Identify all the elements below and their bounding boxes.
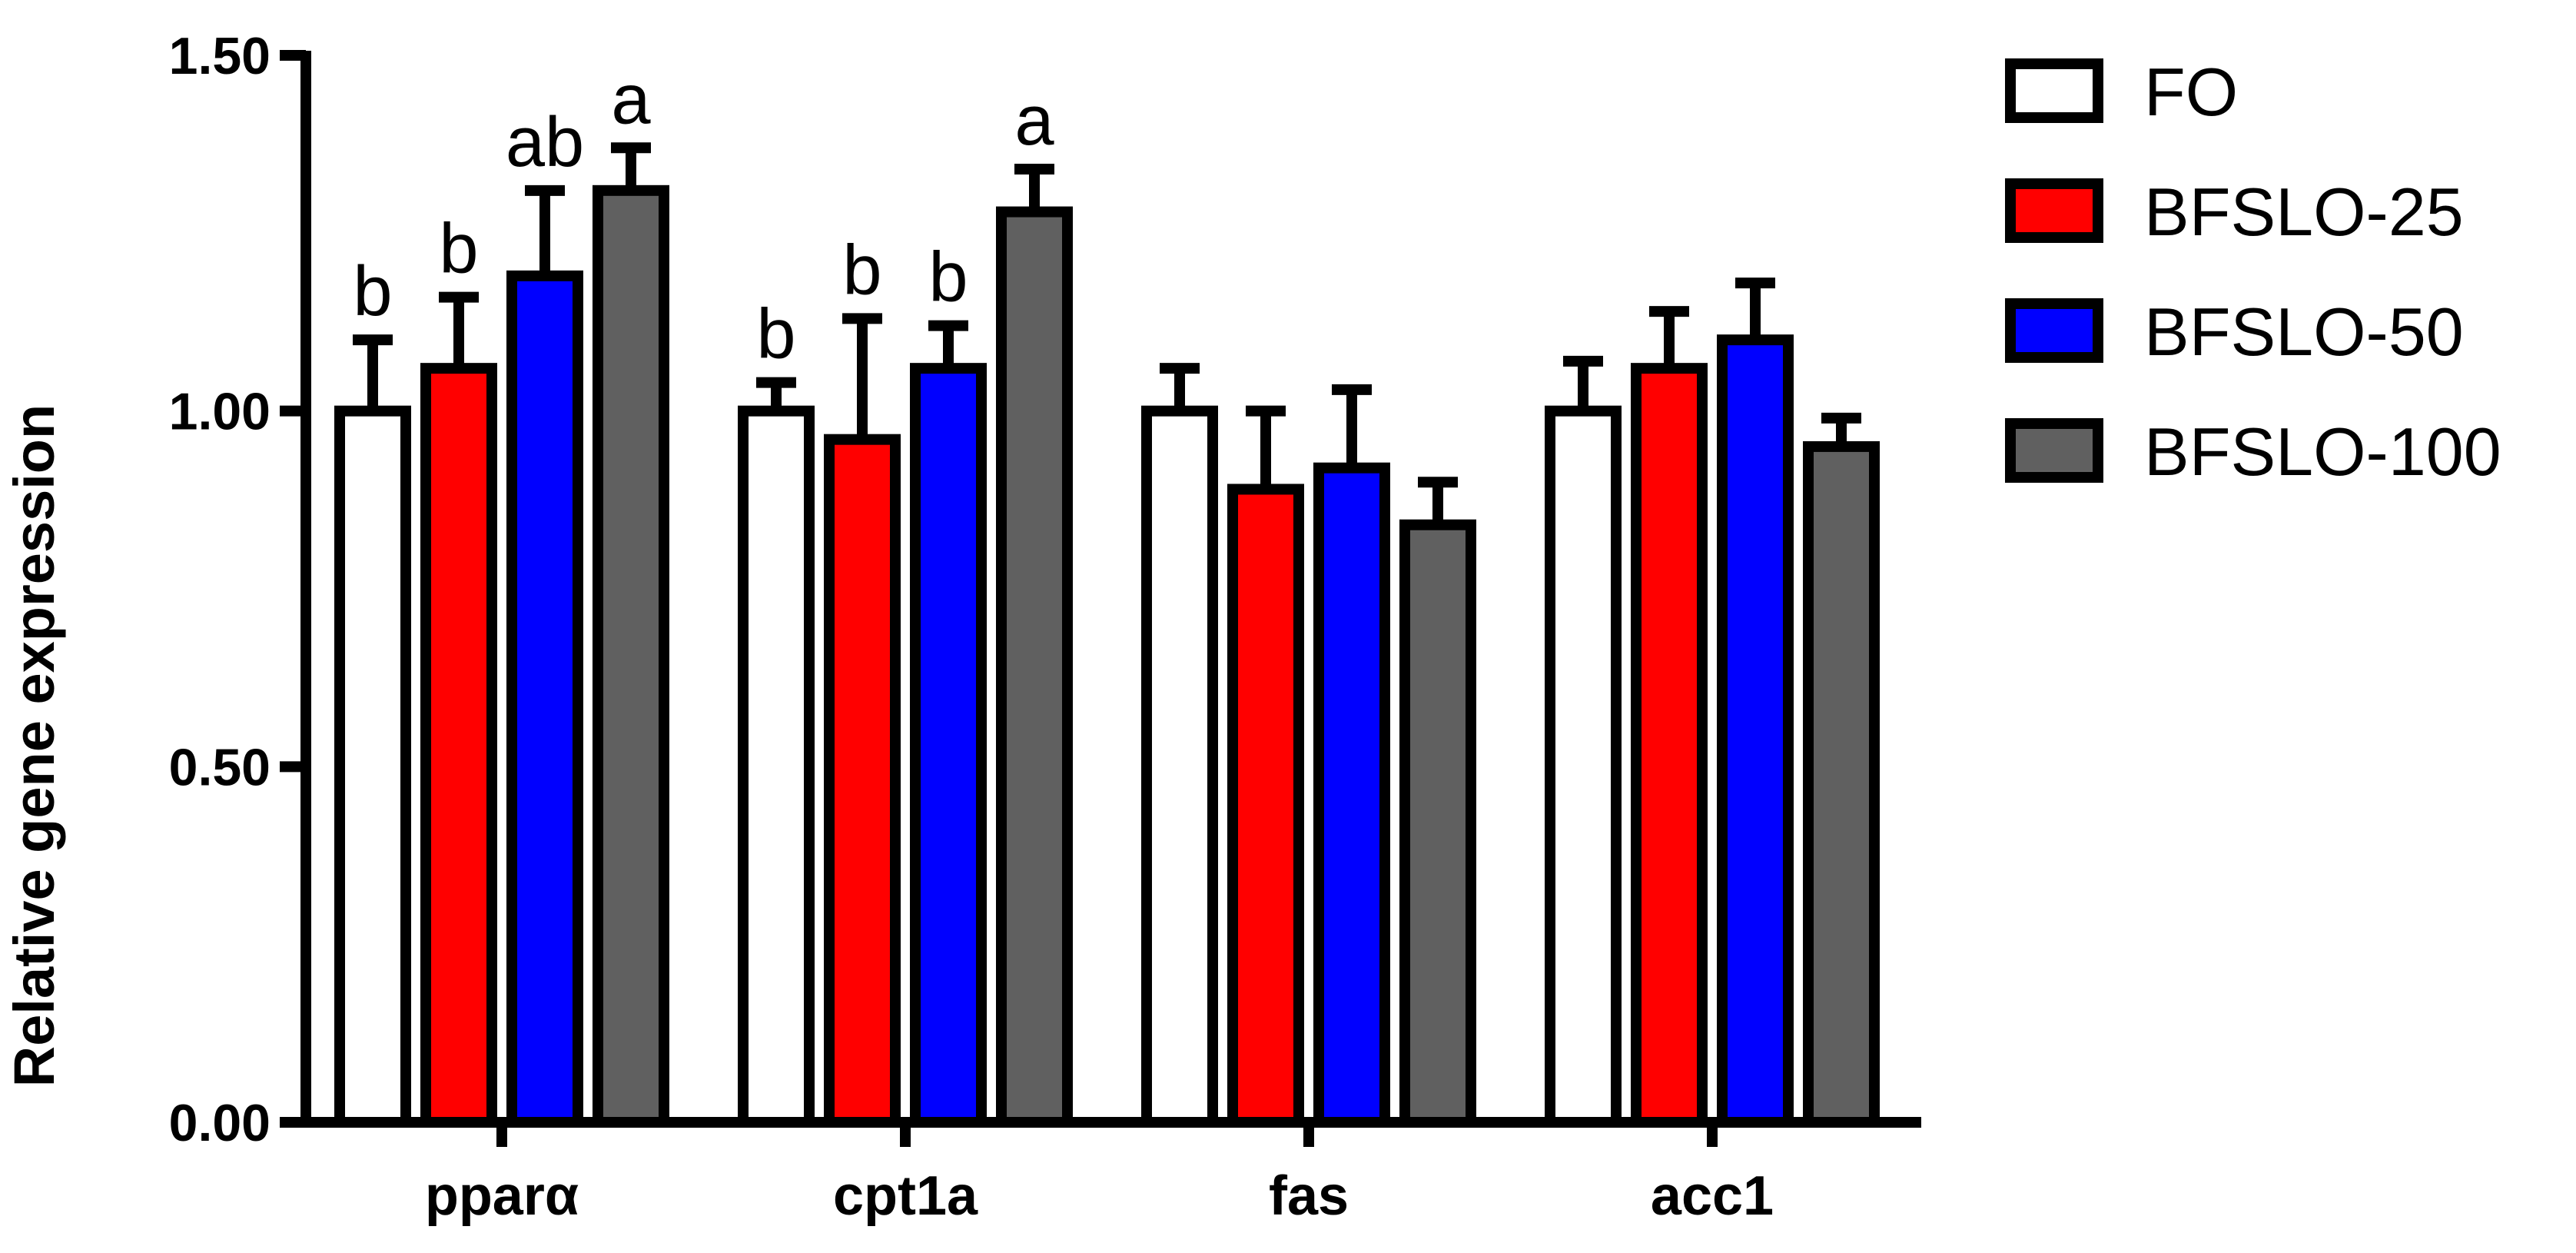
significance-label: ab: [506, 103, 584, 181]
bar: [910, 363, 987, 1128]
bar: [1399, 519, 1476, 1128]
y-tick-label: 1.00: [169, 383, 271, 441]
bar: [1631, 363, 1708, 1128]
x-category-label: fas: [1269, 1165, 1349, 1227]
significance-label: b: [439, 210, 478, 288]
x-category-label: pparα: [425, 1165, 579, 1227]
bar: [334, 405, 411, 1128]
x-category-label: acc1: [1651, 1165, 1774, 1227]
x-axis: pparα cpt1a fas acc1: [304, 1117, 1921, 1227]
bar: [593, 184, 669, 1128]
bar: [1717, 334, 1794, 1128]
significance-label: b: [756, 295, 795, 374]
error-bars: [353, 142, 1861, 525]
legend-label: BFSLO-50: [2144, 294, 2464, 370]
legend: FO BFSLO-25 BFSLO-50 BFSLO-100: [2005, 54, 2501, 490]
significance-label: b: [353, 252, 392, 331]
significance-label: b: [928, 238, 968, 317]
x-category-label: cpt1a: [833, 1165, 978, 1227]
bar: [738, 405, 815, 1128]
bar: [420, 363, 497, 1128]
bar: [1313, 462, 1390, 1128]
bar: [1227, 484, 1304, 1128]
legend-label: FO: [2144, 54, 2238, 130]
significance-label: a: [611, 60, 651, 138]
legend-swatch: [2005, 418, 2103, 483]
significance-label: a: [1014, 81, 1054, 160]
bar: [1545, 405, 1622, 1128]
y-axis-title: Relative gene expression: [2, 404, 66, 1087]
bar: [506, 270, 583, 1128]
y-axis: 0.00 0.50 1.00 1.50: [169, 27, 311, 1152]
bar: [824, 434, 901, 1128]
y-tick-label: 0.50: [169, 738, 271, 796]
legend-label: BFSLO-100: [2144, 414, 2501, 490]
legend-swatch: [2005, 298, 2103, 363]
legend-swatch: [2005, 58, 2103, 123]
bars: [334, 184, 1880, 1128]
significance-label: b: [842, 231, 881, 309]
legend-swatch: [2005, 178, 2103, 243]
y-tick-label: 1.50: [169, 27, 271, 85]
bar: [1141, 405, 1218, 1128]
y-tick-label: 0.00: [169, 1094, 271, 1152]
bar: [1803, 440, 1880, 1128]
legend-label: BFSLO-25: [2144, 174, 2464, 250]
bar: [996, 206, 1073, 1128]
